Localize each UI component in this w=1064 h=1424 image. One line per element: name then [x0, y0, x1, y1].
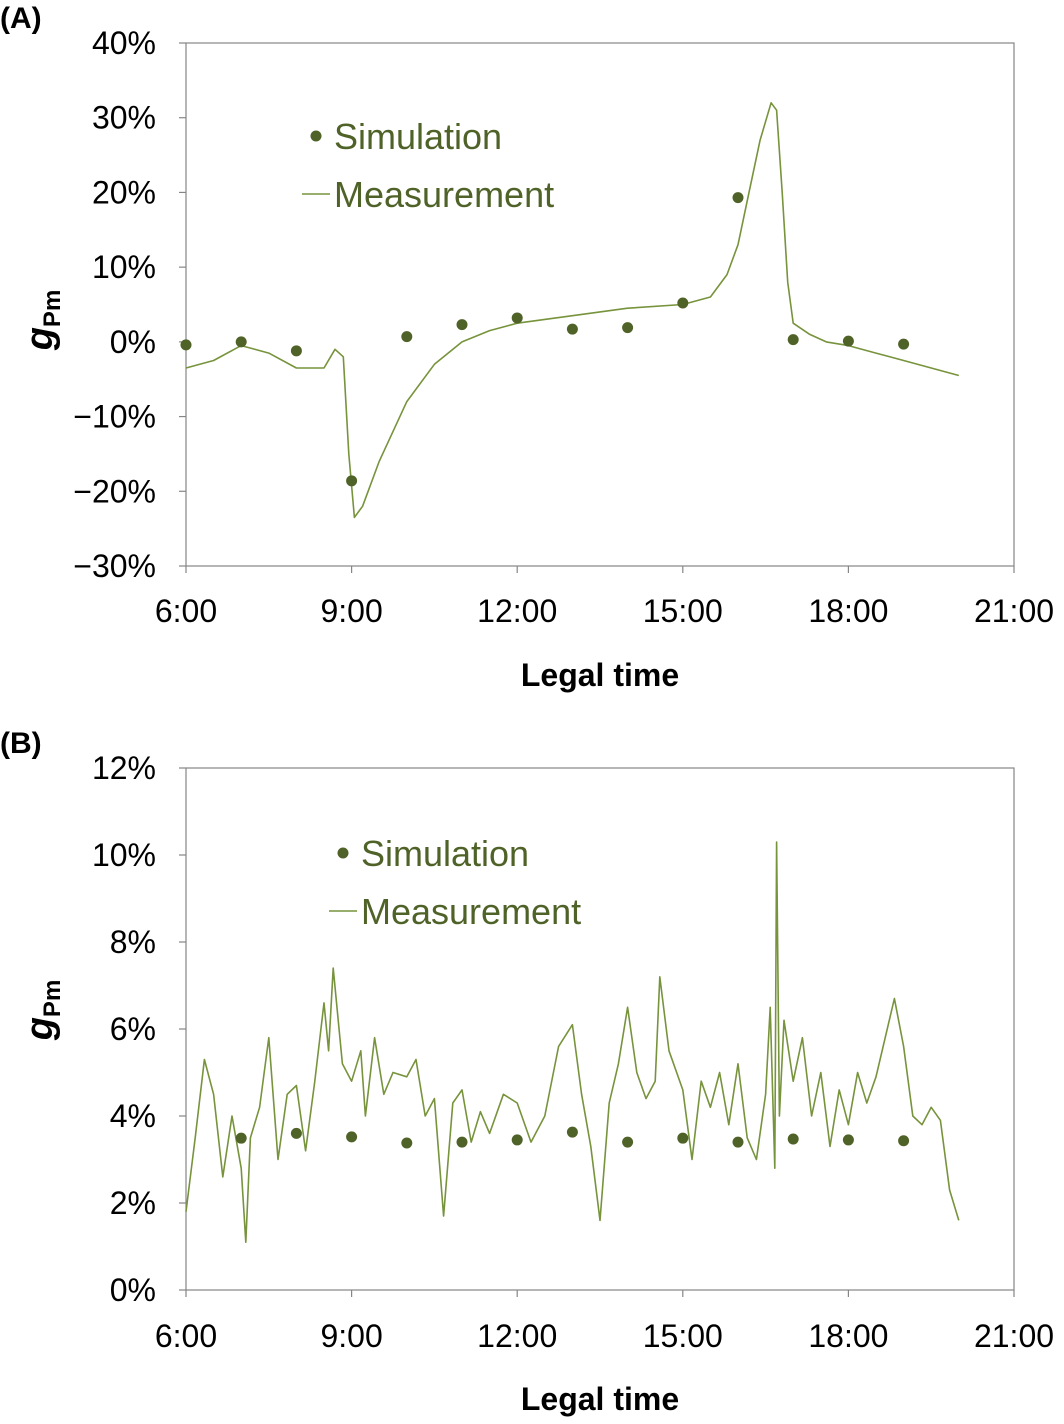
y-tick-label: 0%	[110, 324, 156, 360]
y-tick-label: 10%	[92, 249, 156, 285]
y-tick-label: 10%	[92, 837, 156, 873]
simulation-point	[346, 1131, 358, 1143]
simulation-point	[235, 336, 247, 348]
simulation-point	[401, 1137, 413, 1149]
x-tick-label: 15:00	[643, 1318, 723, 1354]
simulation-point	[235, 1132, 247, 1144]
panel-label: (A)	[0, 2, 42, 35]
x-axis-label: Legal time	[521, 657, 679, 693]
simulation-point	[511, 1134, 523, 1146]
simulation-point	[180, 339, 192, 351]
x-tick-label: 6:00	[155, 593, 217, 629]
simulation-point	[566, 323, 578, 335]
y-tick-label: 20%	[92, 174, 156, 210]
simulation-point	[677, 1132, 689, 1144]
measurement-line	[185, 841, 960, 1243]
simulation-point	[622, 322, 634, 334]
y-tick-label: 4%	[110, 1098, 156, 1134]
panel-label: (B)	[0, 727, 42, 760]
measurement-line	[185, 102, 960, 519]
legend-simulation-marker	[337, 847, 349, 859]
simulation-point	[346, 475, 358, 487]
x-tick-label: 12:00	[477, 1318, 557, 1354]
y-axis-label-symbol: g	[19, 327, 61, 351]
x-tick-label: 18:00	[808, 593, 888, 629]
y-axis-label: gPm	[19, 290, 66, 352]
x-axis-label: Legal time	[521, 1381, 679, 1417]
y-tick-label: 2%	[110, 1185, 156, 1221]
simulation-point	[622, 1136, 634, 1148]
x-tick-label: 9:00	[320, 1318, 382, 1354]
simulation-point	[898, 1135, 910, 1147]
simulation-point	[456, 319, 468, 331]
y-tick-label: 40%	[92, 25, 156, 61]
x-tick-label: 21:00	[974, 593, 1054, 629]
y-axis-label-subscript: Pm	[39, 980, 66, 1017]
legend-measurement-label: Measurement	[361, 891, 581, 932]
simulation-point	[787, 1133, 799, 1145]
y-axis-label: gPm	[19, 980, 66, 1042]
simulation-point	[456, 1136, 468, 1148]
y-tick-label: 6%	[110, 1011, 156, 1047]
x-tick-label: 6:00	[155, 1318, 217, 1354]
x-tick-label: 18:00	[808, 1318, 888, 1354]
simulation-point	[787, 334, 799, 346]
x-tick-label: 21:00	[974, 1318, 1054, 1354]
y-tick-label: 12%	[92, 750, 156, 786]
legend-simulation-marker	[310, 130, 322, 142]
y-tick-label: −20%	[73, 473, 156, 509]
simulation-point	[290, 1127, 302, 1139]
simulation-point	[401, 331, 413, 343]
y-axis-label-symbol: g	[19, 1017, 61, 1041]
simulation-point	[842, 335, 854, 347]
x-tick-label: 12:00	[477, 593, 557, 629]
y-tick-label: 8%	[110, 924, 156, 960]
legend-measurement-label: Measurement	[334, 174, 554, 215]
legend-simulation-label: Simulation	[361, 833, 529, 874]
simulation-point	[511, 312, 523, 324]
simulation-point	[732, 1136, 744, 1148]
x-tick-label: 9:00	[320, 593, 382, 629]
y-tick-label: −10%	[73, 399, 156, 435]
plot-frame	[185, 42, 1015, 567]
legend-simulation-label: Simulation	[334, 116, 502, 157]
y-tick-label: −30%	[73, 548, 156, 584]
simulation-point	[677, 297, 689, 309]
simulation-point	[732, 192, 744, 204]
simulation-point	[842, 1134, 854, 1146]
y-tick-label: 0%	[110, 1272, 156, 1308]
y-tick-label: 30%	[92, 100, 156, 136]
y-axis-label-subscript: Pm	[39, 290, 66, 327]
x-tick-label: 15:00	[643, 593, 723, 629]
simulation-point	[290, 345, 302, 357]
simulation-point	[566, 1126, 578, 1138]
simulation-point	[898, 338, 910, 350]
